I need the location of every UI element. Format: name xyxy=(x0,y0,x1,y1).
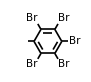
Text: Br: Br xyxy=(26,59,37,69)
Text: Br: Br xyxy=(26,13,37,23)
Text: Br: Br xyxy=(69,36,80,46)
Text: Br: Br xyxy=(58,13,70,23)
Text: Br: Br xyxy=(58,59,70,69)
